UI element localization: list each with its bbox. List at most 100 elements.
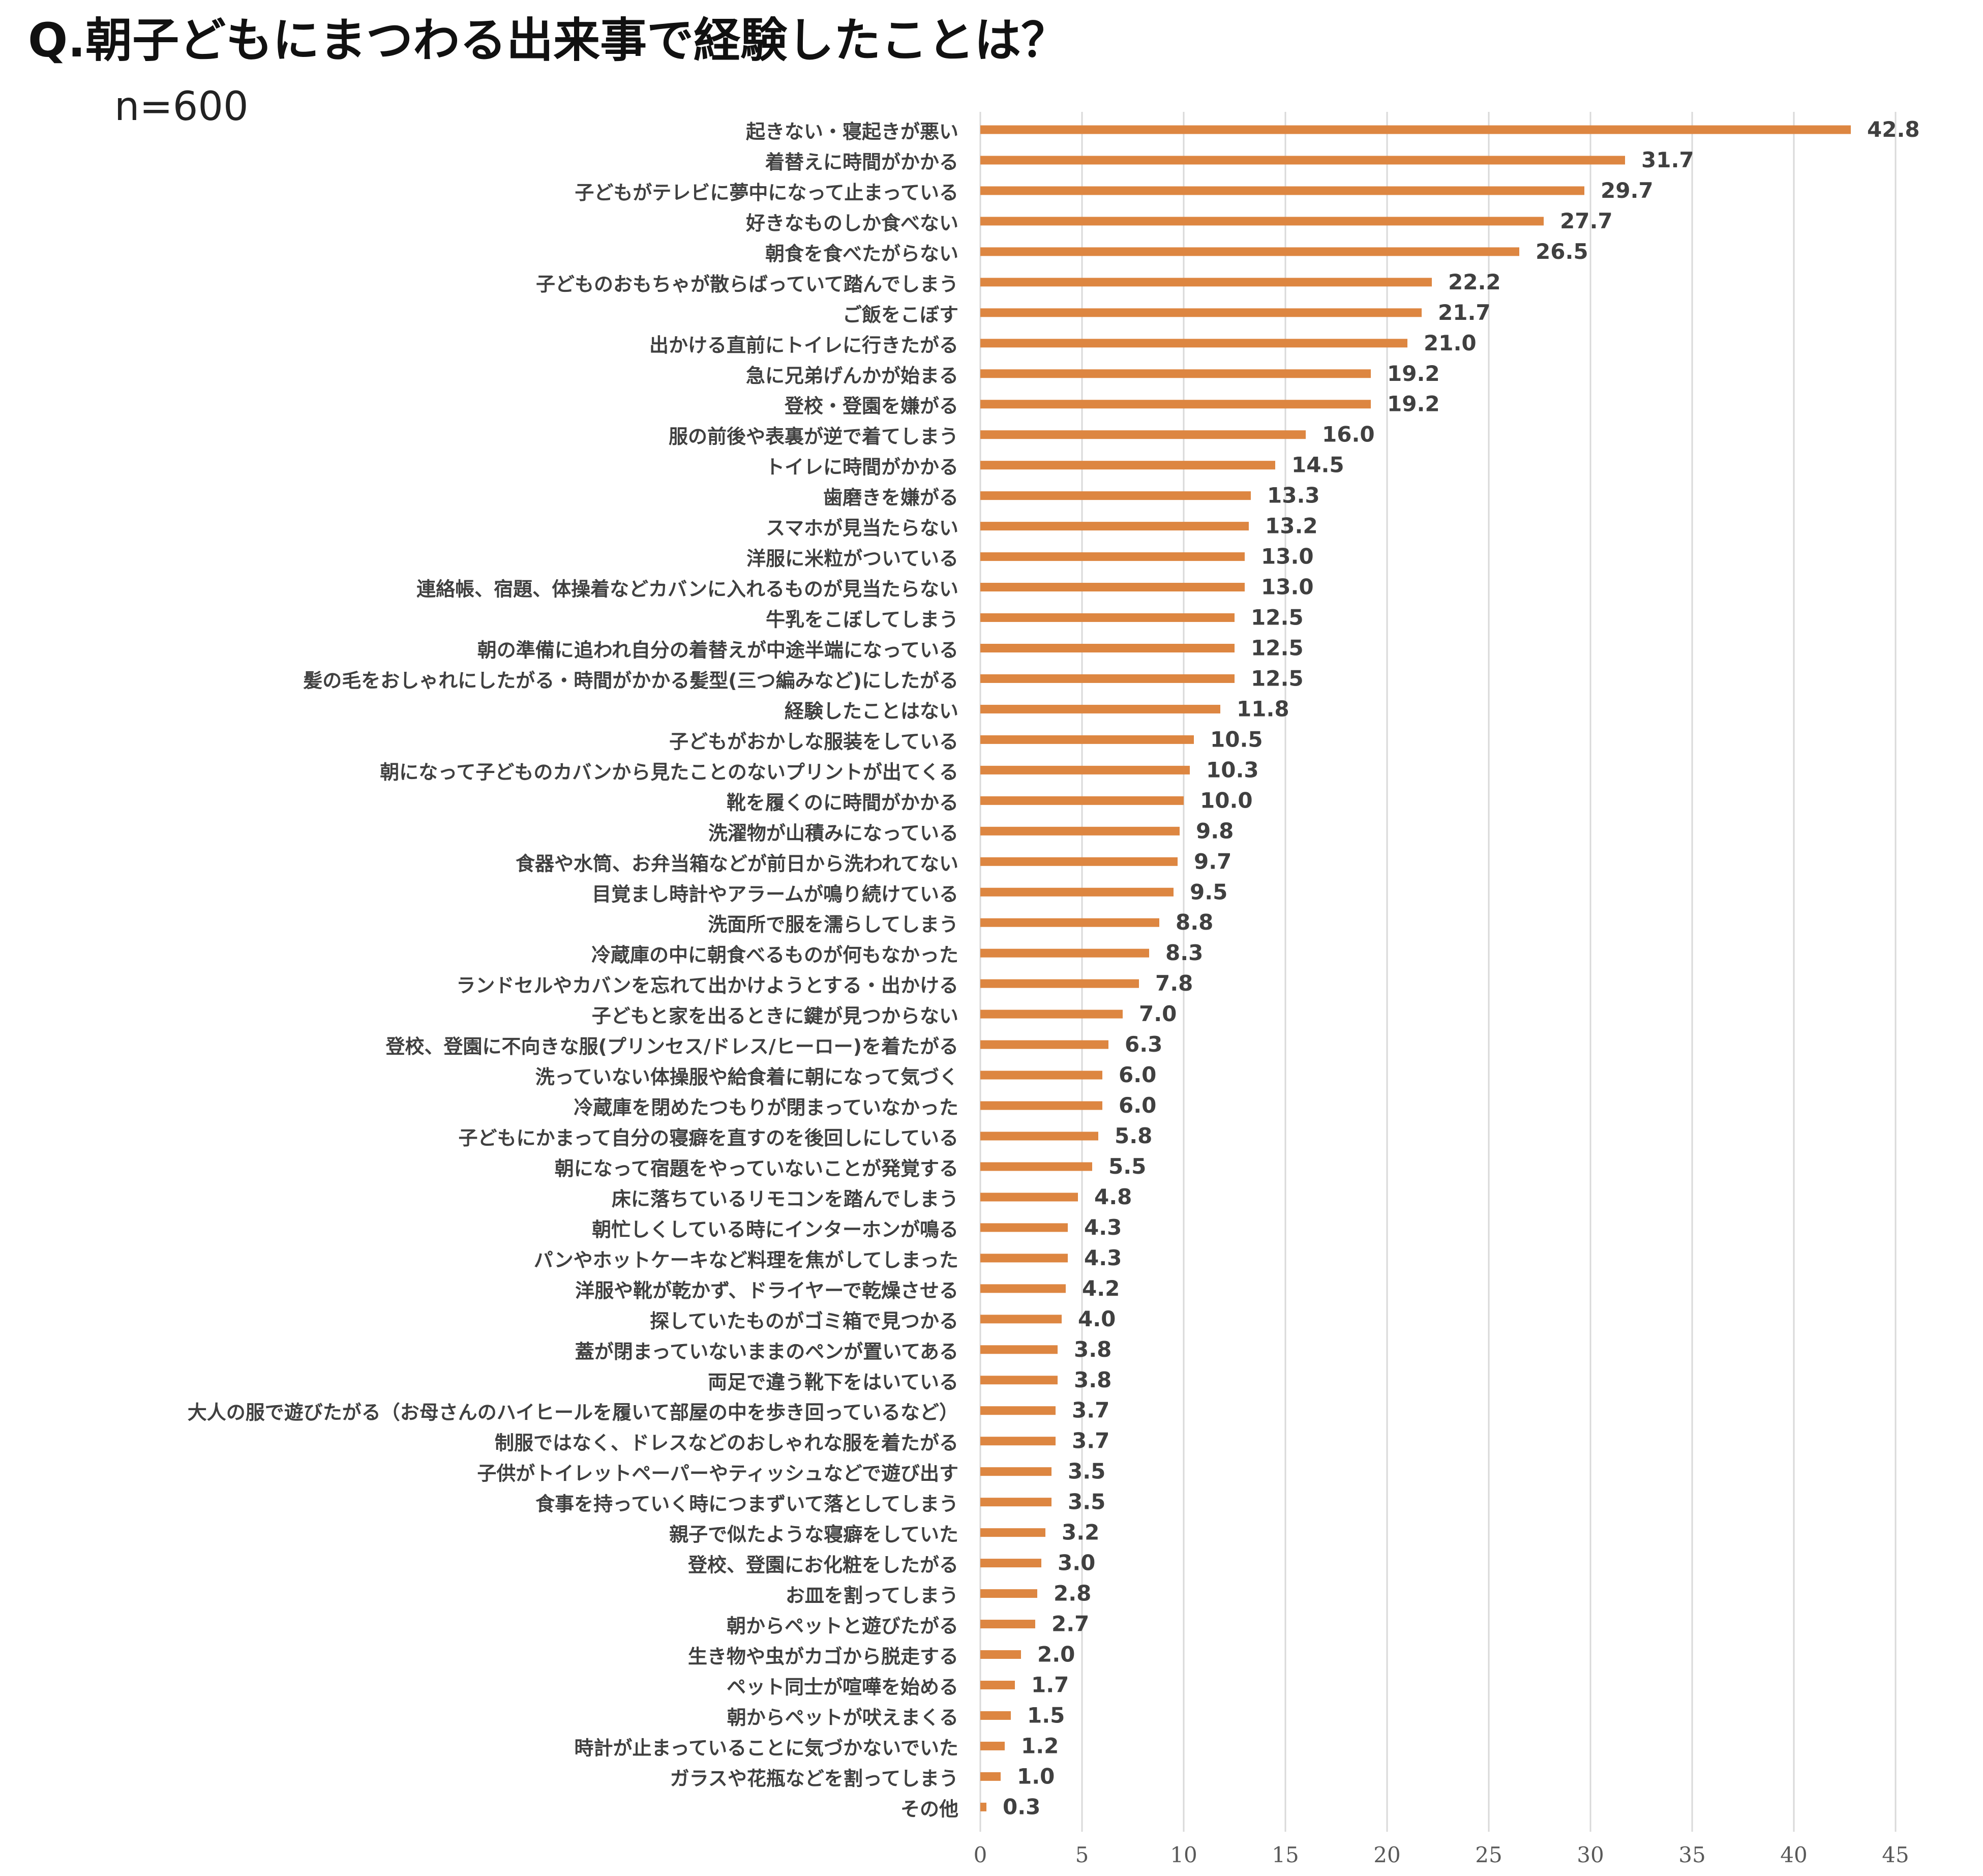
category-label: 冷蔵庫を閉めたつもりが閉まっていなかった (574, 1096, 958, 1119)
category-label: 好きなものしか食べない (745, 212, 958, 234)
data-label: 19.2 (1387, 392, 1440, 416)
category-label: 生き物や虫がカゴから脱走する (688, 1646, 958, 1668)
bar (980, 887, 1174, 897)
data-label: 16.0 (1322, 422, 1375, 447)
bar (980, 1162, 1092, 1171)
data-label: 29.7 (1601, 178, 1654, 203)
x-tick-label: 10 (1170, 1842, 1197, 1867)
data-label: 2.7 (1051, 1612, 1089, 1636)
bar (980, 583, 1245, 592)
data-label: 12.5 (1251, 666, 1304, 691)
data-label: 2.0 (1037, 1642, 1075, 1667)
category-label: 連絡帳、宿題、体操着などカバンに入れるものが見当たらない (416, 578, 958, 601)
x-tick-label: 15 (1272, 1842, 1299, 1867)
bar (980, 918, 1159, 927)
bar (980, 186, 1584, 195)
category-label: 目覚まし時計やアラームが鳴り続けている (592, 883, 958, 905)
data-label: 6.3 (1125, 1032, 1162, 1057)
category-label: 両足で違う靴下をはいている (708, 1371, 958, 1393)
bar (980, 1009, 1123, 1019)
category-label: スマホが見当たらない (766, 517, 958, 540)
data-label: 14.5 (1291, 453, 1344, 478)
bar (980, 704, 1220, 713)
bar (980, 826, 1180, 836)
data-label: 19.2 (1387, 361, 1440, 386)
bar (980, 643, 1235, 652)
category-label: 子どもがテレビに夢中になって止まっている (575, 182, 958, 204)
data-label: 3.8 (1074, 1337, 1111, 1362)
bar (980, 522, 1249, 531)
category-label: 靴を履くのに時間がかかる (727, 791, 958, 814)
bar (980, 1223, 1068, 1232)
x-tick-label: 30 (1577, 1842, 1604, 1867)
category-label: 食事を持っていく時につまずいて落としてしまう (535, 1493, 958, 1515)
data-label: 1.2 (1021, 1733, 1059, 1758)
category-label: その他 (900, 1798, 958, 1820)
data-label: 11.8 (1237, 696, 1289, 721)
category-label: 牛乳をこぼしてしまう (766, 609, 958, 631)
bar (980, 1772, 1001, 1781)
x-axis-tick-labels: 0 5 10 15 20 25 30 35 40 45 (974, 1842, 1909, 1867)
category-label: 起きない・寝起きが悪い (746, 121, 958, 143)
bar (980, 308, 1422, 317)
bar (980, 339, 1407, 348)
category-label: 洗面所で服を濡らしてしまう (708, 913, 958, 936)
data-label: 10.3 (1206, 757, 1259, 782)
bar (980, 948, 1149, 958)
bar (980, 1498, 1051, 1507)
category-label: 洋服や靴が乾かず、ドライヤーで乾燥させる (575, 1279, 958, 1302)
category-label: 大人の服で遊びたがる（お母さんのハイヒールを履いて部屋の中を歩き回っているなど） (188, 1402, 958, 1424)
category-label: 朝食を食べたがらない (765, 243, 958, 265)
bar (980, 430, 1306, 439)
bar (980, 1193, 1078, 1202)
data-label: 1.5 (1027, 1703, 1065, 1728)
category-labels: 起きない・寝起きが悪い着替えに時間がかかる子どもがテレビに夢中になって止まってい… (188, 121, 958, 1820)
data-label: 31.7 (1641, 147, 1694, 172)
bar (980, 796, 1184, 805)
bars (980, 125, 1851, 1811)
category-label: トイレに時間がかかる (765, 456, 958, 479)
category-label: 経験したことはない (785, 700, 958, 722)
category-label: 子どもがおかしな服装をしている (669, 730, 958, 753)
data-label: 26.5 (1536, 239, 1588, 264)
category-label: ランドセルやカバンを忘れて出かけようとする・出かける (456, 974, 958, 997)
data-label: 10.5 (1210, 727, 1263, 752)
data-label: 8.3 (1165, 940, 1203, 965)
category-label: 服の前後や表裏が逆で着てしまう (669, 426, 958, 448)
bar (980, 400, 1371, 409)
bar (980, 125, 1851, 134)
category-label: 朝になって宿題をやっていないことが発覚する (555, 1157, 958, 1180)
bar (980, 491, 1251, 500)
data-label: 0.3 (1003, 1794, 1040, 1819)
bar (980, 247, 1519, 256)
data-label: 21.7 (1438, 300, 1491, 325)
data-label: 13.2 (1265, 514, 1318, 539)
data-label: 5.5 (1108, 1154, 1146, 1179)
category-label: ご飯をこぼす (843, 304, 958, 326)
data-label: 27.7 (1560, 209, 1613, 233)
data-label: 3.5 (1068, 1459, 1105, 1484)
category-label: 洋服に米粒がついている (746, 548, 958, 570)
bar (980, 1437, 1056, 1446)
category-label: 髪の毛をおしゃれにしたがる・時間がかかる髪型(三つ編みなど)にしたがる (303, 669, 958, 692)
category-label: 子供がトイレットペーパーやティッシュなどで遊び出す (477, 1463, 958, 1485)
bar (980, 1315, 1062, 1324)
data-label: 13.0 (1261, 575, 1314, 600)
x-tick-label: 35 (1678, 1842, 1705, 1867)
data-label: 1.7 (1031, 1672, 1069, 1697)
bar (980, 1589, 1037, 1598)
bar (980, 1131, 1098, 1141)
data-label: 3.5 (1068, 1490, 1105, 1514)
category-label: 親子で似たような寝癖をしていた (669, 1524, 958, 1546)
bar (980, 674, 1235, 683)
data-label: 12.5 (1251, 635, 1304, 660)
category-label: ガラスや花瓶などを割ってしまう (670, 1767, 958, 1790)
bar (980, 1559, 1041, 1568)
bar (980, 1802, 986, 1811)
category-label: 朝からペットが吠えまくる (727, 1706, 958, 1729)
bar (980, 156, 1625, 165)
category-label: 食器や水筒、お弁当箱などが前日から洗われてない (516, 852, 958, 875)
sample-size-label: n=600 (114, 84, 249, 130)
bar (980, 217, 1544, 226)
bar (980, 1741, 1005, 1750)
